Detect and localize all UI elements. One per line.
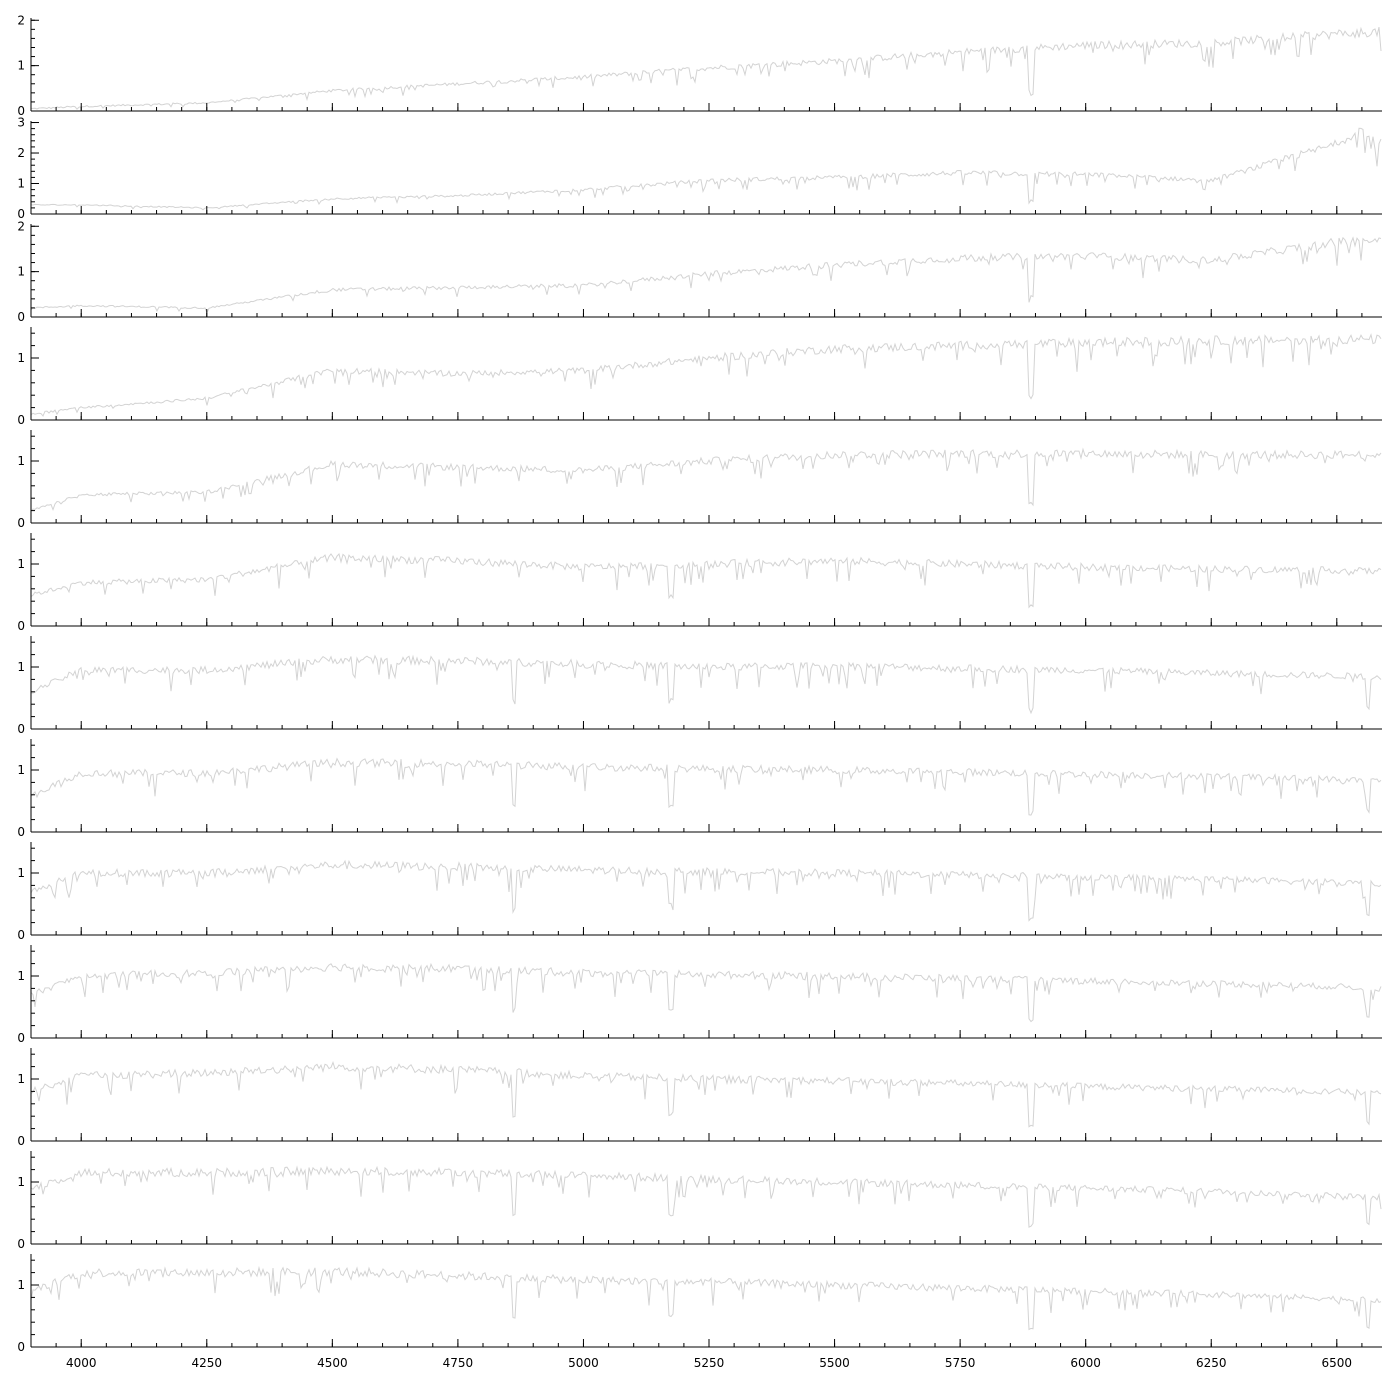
panel-6: 01 xyxy=(17,533,1382,633)
panel-2: 0 1 2 3 xyxy=(17,116,1382,221)
spectrum-line-6 xyxy=(30,552,1382,609)
y-tick-label-5-0: 0 xyxy=(17,516,25,530)
spectrum-line-2 xyxy=(30,127,1382,211)
y-tick-label-7-1: 1 xyxy=(17,660,25,674)
spectrum-line-9 xyxy=(30,859,1382,922)
y-tick-label-2-0: 0 xyxy=(17,207,25,221)
panel-4: 01 xyxy=(17,327,1382,427)
x-tick-label-5250: 5250 xyxy=(694,1356,725,1370)
x-tick-label-6500: 6500 xyxy=(1322,1356,1353,1370)
x-tick-label-5750: 5750 xyxy=(945,1356,976,1370)
y-tick-label-3-1: 1 xyxy=(17,265,25,279)
x-tick-label-5500: 5500 xyxy=(819,1356,850,1370)
spectrum-line-5 xyxy=(30,447,1382,512)
panel-11: 01 xyxy=(17,1048,1382,1148)
y-tick-label-9-0: 0 xyxy=(17,928,25,942)
x-tick-label-4000: 4000 xyxy=(66,1356,97,1370)
panel-10: 01 xyxy=(17,945,1382,1045)
y-tick-label-12-1: 1 xyxy=(17,1175,25,1189)
y-tick-label-12-0: 0 xyxy=(17,1237,25,1251)
spectrum-line-10 xyxy=(30,962,1382,1023)
y-tick-label-1-0: 0 xyxy=(17,104,25,118)
x-tick-label-4250: 4250 xyxy=(192,1356,223,1370)
spectrum-line-4 xyxy=(30,333,1382,417)
y-tick-label-10-1: 1 xyxy=(17,969,25,983)
panel-7: 01 xyxy=(17,636,1382,736)
x-tick-label-6250: 6250 xyxy=(1196,1356,1227,1370)
panel-5: 01 xyxy=(17,430,1382,530)
spectrum-line-8 xyxy=(30,757,1382,816)
y-tick-label-3-0: 0 xyxy=(17,310,25,324)
panel-9: 01 xyxy=(17,842,1382,942)
panel-1: 0 1 2 xyxy=(17,13,1382,118)
y-tick-label-6-0: 0 xyxy=(17,619,25,633)
y-tick-label-2-3: 3 xyxy=(17,116,25,130)
x-tick-label-5000: 5000 xyxy=(568,1356,599,1370)
y-tick-label-9-1: 1 xyxy=(17,866,25,880)
spectrum-line-12 xyxy=(30,1165,1382,1228)
y-tick-label-2-2: 2 xyxy=(17,146,25,160)
y-tick-label-11-1: 1 xyxy=(17,1072,25,1086)
spectrum-line-11 xyxy=(30,1061,1382,1128)
x-tick-label-4500: 4500 xyxy=(317,1356,348,1370)
y-tick-label-2-1: 1 xyxy=(17,177,25,191)
y-tick-label-4-1: 1 xyxy=(17,351,25,365)
y-tick-label-5-1: 1 xyxy=(17,454,25,468)
y-tick-label-8-0: 0 xyxy=(17,825,25,839)
spectrum-line-13 xyxy=(30,1265,1382,1331)
spectrum-line-1 xyxy=(30,26,1382,110)
x-tick-label-4750: 4750 xyxy=(443,1356,474,1370)
y-tick-label-11-0: 0 xyxy=(17,1134,25,1148)
y-tick-label-1-1: 1 xyxy=(17,59,25,73)
y-tick-label-6-1: 1 xyxy=(17,557,25,571)
spectrum-line-7 xyxy=(31,654,1382,715)
panel-12: 01 xyxy=(17,1151,1382,1251)
y-tick-label-4-0: 0 xyxy=(17,413,25,427)
y-tick-label-8-1: 1 xyxy=(17,763,25,777)
x-tick-label-6000: 6000 xyxy=(1070,1356,1101,1370)
panel-13: 01 xyxy=(17,1254,1382,1354)
panel-8: 01 xyxy=(17,739,1382,839)
y-tick-label-13-1: 1 xyxy=(17,1278,25,1292)
y-tick-label-10-0: 0 xyxy=(17,1031,25,1045)
y-tick-label-1-2: 2 xyxy=(17,13,25,27)
y-tick-label-7-0: 0 xyxy=(17,722,25,736)
spectrum-line-3 xyxy=(30,236,1382,314)
y-tick-label-3-2: 2 xyxy=(17,219,25,233)
panel-3: 0 1 2 xyxy=(17,219,1382,324)
y-tick-label-13-0: 0 xyxy=(17,1340,25,1354)
